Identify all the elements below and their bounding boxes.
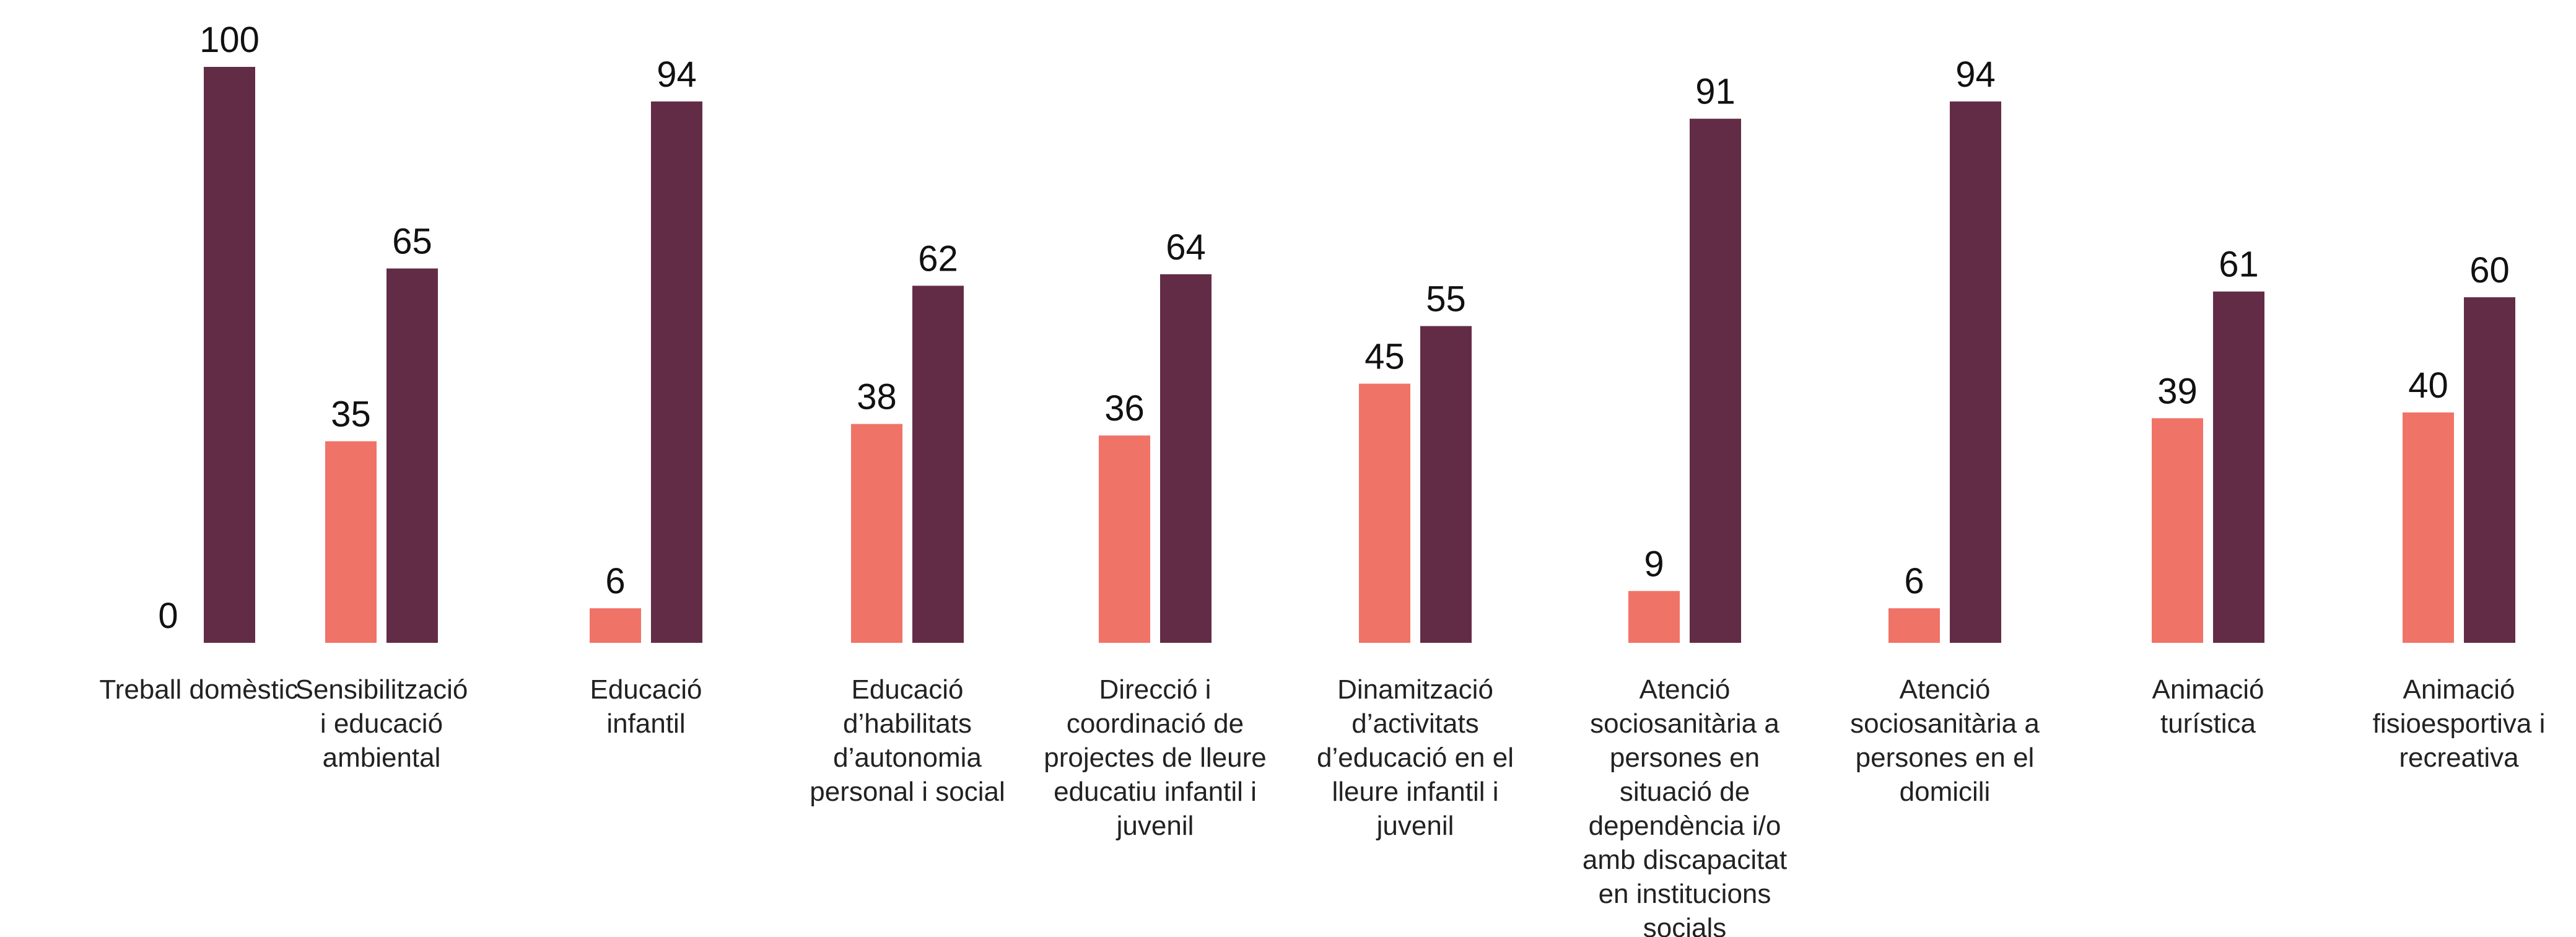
bar bbox=[590, 608, 641, 643]
bar bbox=[851, 424, 902, 643]
category-label: Atenció sociosanitària a persones en el dom… bbox=[1850, 674, 2040, 807]
data-label: 6 bbox=[605, 561, 625, 601]
category-label: Educació d’habilitats d’autonomia personal … bbox=[810, 674, 1005, 807]
bar bbox=[325, 441, 377, 643]
bar bbox=[204, 67, 255, 643]
data-label: 64 bbox=[1166, 227, 1206, 268]
bar bbox=[2213, 291, 2264, 643]
data-label: 0 bbox=[158, 596, 178, 636]
data-label: 38 bbox=[857, 377, 897, 417]
bar bbox=[386, 268, 438, 643]
category-label: Dinamització d’activitats d’educació en el… bbox=[1317, 674, 1514, 841]
data-label: 61 bbox=[2219, 245, 2259, 285]
category-label: Atenció sociosanitària a persones en situac… bbox=[1583, 674, 1787, 937]
category-label: Educació infantil bbox=[590, 674, 702, 739]
data-label: 94 bbox=[1955, 54, 1996, 95]
data-label: 39 bbox=[2157, 371, 2198, 411]
category-label: Sensibilització i educació ambiental bbox=[295, 674, 468, 773]
data-label: 9 bbox=[1644, 544, 1664, 584]
data-label: 60 bbox=[2469, 250, 2510, 290]
category-label: Treball domèstic bbox=[99, 674, 298, 705]
data-label: 65 bbox=[392, 222, 432, 262]
data-label: 6 bbox=[1904, 561, 1924, 601]
data-label: 100 bbox=[199, 20, 260, 60]
data-label: 40 bbox=[2408, 365, 2448, 406]
bar bbox=[651, 101, 702, 643]
bars-layer bbox=[204, 67, 2515, 643]
bar bbox=[1888, 608, 1940, 643]
data-label: 55 bbox=[1426, 279, 1466, 320]
bar bbox=[1160, 274, 1212, 643]
bar bbox=[2464, 297, 2515, 643]
bar bbox=[2403, 412, 2454, 643]
category-label: Animació turística bbox=[2152, 674, 2264, 739]
bar bbox=[912, 285, 964, 643]
bar bbox=[1359, 383, 1410, 643]
category-label: Direcció i coordinació de projectes de lle… bbox=[1044, 674, 1267, 841]
data-label: 91 bbox=[1695, 72, 1736, 112]
bar bbox=[1628, 591, 1680, 643]
data-label: 36 bbox=[1104, 388, 1145, 429]
bar bbox=[1099, 435, 1150, 643]
data-label: 45 bbox=[1364, 337, 1405, 377]
bar bbox=[1950, 101, 2001, 643]
bar bbox=[1690, 118, 1741, 643]
bar bbox=[2152, 418, 2203, 643]
data-label: 94 bbox=[657, 54, 697, 95]
data-label: 62 bbox=[918, 238, 958, 279]
value-labels-layer: 0 100 35 65 6 94 38 62 36 64 45 55 9 91 6 94 39 61 40 60 bbox=[158, 20, 2509, 636]
category-label: Animació fisioesportiva i recreativa bbox=[2373, 674, 2546, 773]
data-label: 35 bbox=[331, 394, 371, 435]
bar bbox=[1420, 326, 1472, 643]
